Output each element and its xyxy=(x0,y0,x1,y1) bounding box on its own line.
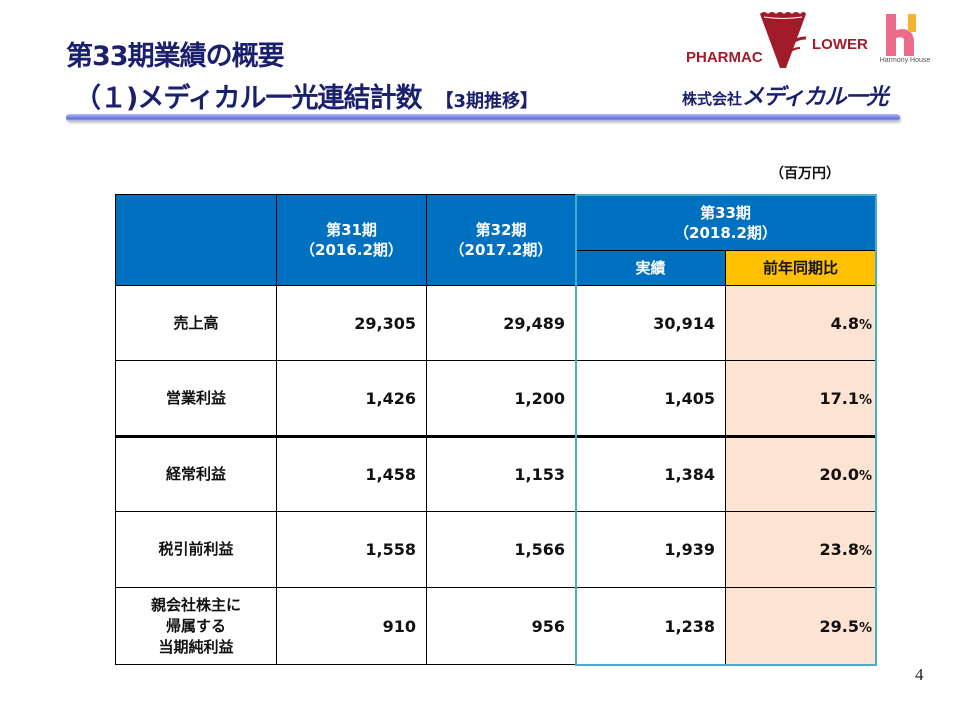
cell-p31: 1,458 xyxy=(276,435,427,512)
row-label: 親会社株主に 帰属する 当期純利益 xyxy=(115,587,277,665)
row-label: 売上高 xyxy=(115,285,277,361)
cell-actual: 1,405 xyxy=(575,360,726,437)
harmony-house-text: Harmony House xyxy=(879,57,931,64)
company-logo: 株式会社メディカル一光 xyxy=(682,79,888,111)
row-label-line: 帰属する xyxy=(165,616,226,635)
cell-actual: 1,238 xyxy=(575,587,726,665)
percent-sign: % xyxy=(858,392,872,408)
cell-p31: 910 xyxy=(276,587,427,665)
cell-yoy: 17.1% xyxy=(725,360,876,437)
title-underline-bar xyxy=(66,114,900,121)
flower-icon xyxy=(760,12,807,68)
table-row-net-income: 親会社株主に 帰属する 当期純利益 910 956 1,238 29.5% xyxy=(115,587,876,665)
h-letter-icon xyxy=(886,14,916,56)
percent-sign: % xyxy=(858,620,872,636)
yoy-value: 20.0 xyxy=(819,465,859,484)
row-label: 経常利益 xyxy=(115,435,277,512)
table-row-ordinary-profit: 経常利益 1,458 1,153 1,384 20.0% xyxy=(115,435,876,512)
header-yoy: 前年同期比 xyxy=(725,250,876,286)
row-label: 営業利益 xyxy=(115,360,277,437)
cell-actual: 1,384 xyxy=(575,435,726,512)
cell-p32: 1,566 xyxy=(426,511,576,588)
cell-actual: 30,914 xyxy=(575,285,726,361)
subtitle-main: （１)メディカル一光連結計数 xyxy=(74,83,422,114)
harmony-house-logo: Harmony House xyxy=(870,12,940,68)
subtitle-period-note: 【3期推移】 xyxy=(435,91,538,112)
cell-p32: 29,489 xyxy=(426,285,576,361)
table-row-pretax-profit: 税引前利益 1,558 1,566 1,939 23.8% xyxy=(115,511,876,588)
cell-p32: 1,200 xyxy=(426,360,576,437)
percent-sign: % xyxy=(858,469,872,484)
page-number: 4 xyxy=(915,665,924,684)
cell-p31: 29,305 xyxy=(276,285,427,361)
period-33-name: 第33期 xyxy=(700,203,751,222)
header-actual: 実績 xyxy=(575,250,726,286)
financial-summary-table: 第31期 （2016.2期） 第32期 （2017.2期） 第33期 （2018… xyxy=(115,194,876,665)
header-period-31: 第31期 （2016.2期） xyxy=(276,194,427,286)
yoy-value: 29.5 xyxy=(819,616,859,636)
header-period-32: 第32期 （2017.2期） xyxy=(426,194,576,286)
cell-yoy: 23.8% xyxy=(725,511,876,588)
page-subtitle: （１)メディカル一光連結計数 【3期推移】 xyxy=(74,76,538,115)
period-31-name: 第31期 xyxy=(326,221,377,239)
cell-p31: 1,558 xyxy=(276,511,427,588)
row-label: 税引前利益 xyxy=(115,511,277,588)
period-32-name: 第32期 xyxy=(475,221,527,239)
header-blank-cell xyxy=(115,194,277,286)
yoy-value: 4.8 xyxy=(830,313,859,333)
percent-sign: % xyxy=(858,317,872,333)
cell-yoy: 20.0% xyxy=(725,435,876,512)
cell-actual: 1,939 xyxy=(575,511,726,588)
cell-p32: 956 xyxy=(426,587,576,665)
cell-p31: 1,426 xyxy=(276,360,427,437)
row-label-line: 当期純利益 xyxy=(158,637,234,656)
period-33-fy: （2018.2期） xyxy=(674,223,777,242)
company-prefix: 株式会社 xyxy=(682,90,743,108)
yoy-value: 17.1 xyxy=(819,388,859,408)
cell-yoy: 29.5% xyxy=(725,587,876,665)
percent-sign: % xyxy=(858,544,872,559)
page-title: 第33期業績の概要 xyxy=(66,41,285,72)
table-row-operating-profit: 営業利益 1,426 1,200 1,405 17.1% xyxy=(115,360,876,437)
unit-label: （百万円） xyxy=(770,166,840,182)
cell-yoy: 4.8% xyxy=(725,285,876,361)
yoy-value: 23.8 xyxy=(819,540,859,559)
row-label-line: 親会社株主に xyxy=(150,595,241,614)
logo-text-lower: LOWER xyxy=(812,36,868,53)
header-period-33: 第33期 （2018.2期） xyxy=(575,194,876,251)
table-row-sales: 売上高 29,305 29,489 30,914 4.8% xyxy=(115,285,876,361)
period-31-fy: （2016.2期） xyxy=(300,241,403,259)
period-32-fy: （2017.2期） xyxy=(449,241,553,259)
company-name: メディカル一光 xyxy=(742,85,888,110)
cell-p32: 1,153 xyxy=(426,435,576,512)
pharmacy-flower-logo: PHARMAC LOWER xyxy=(686,8,868,72)
logo-text-pharmac: PHARMAC xyxy=(686,49,763,66)
